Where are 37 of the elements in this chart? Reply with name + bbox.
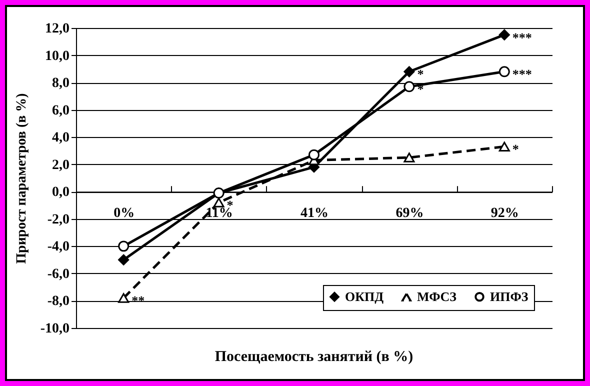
point [118,240,130,252]
legend-label: ИПФЗ [490,288,528,304]
y-axis-title: Прирост параметров (в %) [14,92,30,264]
legend-label: ОКПД [345,288,384,304]
y-tick-label: 0,0 [52,185,70,200]
legend-label: МФСЗ [417,289,457,304]
y-tick-label: 6,0 [52,103,70,118]
point [498,66,510,78]
point [308,149,320,160]
point [498,142,510,152]
point [118,254,130,266]
y-tick-label: 2,0 [52,158,70,173]
point [118,293,130,303]
y-tick-label: -6,0 [47,266,70,282]
x-tick-label: 69% [396,206,424,222]
x-tick-label: 92% [490,206,519,222]
y-tick-label: -4,0 [47,240,70,255]
point [498,29,510,40]
y-tick-label: 12,0 [45,22,70,36]
annotation: ** [132,293,145,308]
point [404,66,415,78]
annotation: * [417,66,424,82]
y-tick-label: 4,0 [52,130,70,146]
point [404,152,415,162]
y-tick-label: 8,0 [52,76,70,92]
point [404,81,415,92]
x-axis-title: Посещаемость занятий (в %) [214,349,414,365]
y-tick-label: -8,0 [47,294,70,310]
y-tick-label: -10,0 [40,322,70,336]
annotation: *** [512,66,532,82]
x-tick-label: 41% [300,206,328,222]
annotation: *** [512,30,532,45]
annotation: * [512,142,519,157]
y-tick-label: -2,0 [47,212,70,228]
point [213,198,224,208]
x-tick-label: 0% [114,206,135,222]
y-tick-label: 10,0 [45,48,70,64]
